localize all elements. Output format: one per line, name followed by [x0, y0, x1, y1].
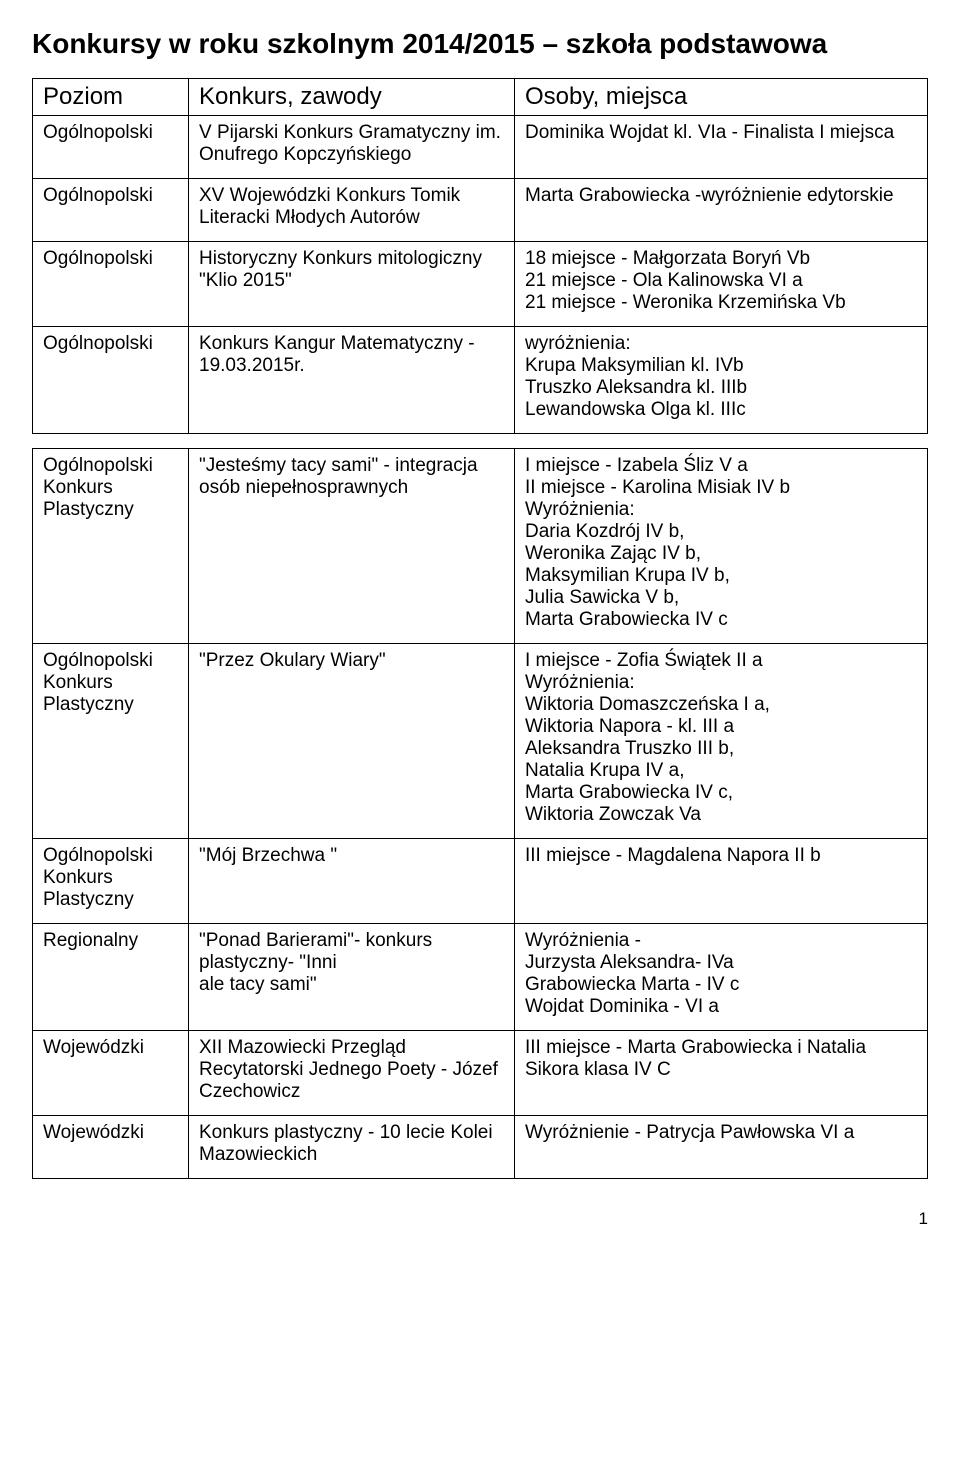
table-row: Ogólnopolski Konkurs Plastyczny"Przez Ok…	[33, 644, 928, 839]
table-body: OgólnopolskiV Pijarski Konkurs Gramatycz…	[33, 116, 928, 1179]
cell-level: Ogólnopolski	[33, 242, 189, 327]
table-spacer	[33, 434, 928, 449]
cell-result: I miejsce - Izabela Śliz V aII miejsce -…	[515, 449, 928, 644]
cell-contest: Historyczny Konkurs mitologiczny "Klio 2…	[189, 242, 515, 327]
table-row: Ogólnopolski Konkurs Plastyczny"Mój Brze…	[33, 839, 928, 924]
cell-contest: "Jesteśmy tacy sami" - integracja osób n…	[189, 449, 515, 644]
table-row: OgólnopolskiHistoryczny Konkurs mitologi…	[33, 242, 928, 327]
col-result: Osoby, miejsca	[515, 79, 928, 116]
cell-level: Ogólnopolski Konkurs Plastyczny	[33, 839, 189, 924]
cell-contest: "Przez Okulary Wiary"	[189, 644, 515, 839]
table-row: Regionalny"Ponad Barierami"- konkurs pla…	[33, 924, 928, 1031]
cell-level: Wojewódzki	[33, 1031, 189, 1116]
table-row: OgólnopolskiXV Wojewódzki Konkurs Tomik …	[33, 179, 928, 242]
cell-level: Ogólnopolski Konkurs Plastyczny	[33, 449, 189, 644]
table-header-row: Poziom Konkurs, zawody Osoby, miejsca	[33, 79, 928, 116]
cell-contest: Konkurs Kangur Matematyczny - 19.03.2015…	[189, 327, 515, 434]
cell-contest: XII Mazowiecki Przegląd Recytatorski Jed…	[189, 1031, 515, 1116]
cell-result: Marta Grabowiecka -wyróżnienie edytorski…	[515, 179, 928, 242]
table-row: WojewódzkiXII Mazowiecki Przegląd Recyta…	[33, 1031, 928, 1116]
page-title: Konkursy w roku szkolnym 2014/2015 – szk…	[32, 28, 928, 60]
cell-contest: "Ponad Barierami"- konkurs plastyczny- "…	[189, 924, 515, 1031]
cell-result: Wyróżnienie - Patrycja Pawłowska VI a	[515, 1116, 928, 1179]
col-level: Poziom	[33, 79, 189, 116]
table-row: WojewódzkiKonkurs plastyczny - 10 lecie …	[33, 1116, 928, 1179]
cell-result: Dominika Wojdat kl. VIa - Finalista I mi…	[515, 116, 928, 179]
contests-table: Poziom Konkurs, zawody Osoby, miejsca Og…	[32, 78, 928, 1179]
cell-contest: Konkurs plastyczny - 10 lecie Kolei Mazo…	[189, 1116, 515, 1179]
cell-result: III miejsce - Marta Grabowiecka i Natali…	[515, 1031, 928, 1116]
table-row: Ogólnopolski Konkurs Plastyczny"Jesteśmy…	[33, 449, 928, 644]
table-row: OgólnopolskiV Pijarski Konkurs Gramatycz…	[33, 116, 928, 179]
cell-level: Ogólnopolski Konkurs Plastyczny	[33, 644, 189, 839]
col-contest: Konkurs, zawody	[189, 79, 515, 116]
cell-level: Regionalny	[33, 924, 189, 1031]
cell-level: Ogólnopolski	[33, 116, 189, 179]
cell-result: III miejsce - Magdalena Napora II b	[515, 839, 928, 924]
cell-result: I miejsce - Zofia Świątek II aWyróżnieni…	[515, 644, 928, 839]
cell-level: Wojewódzki	[33, 1116, 189, 1179]
cell-contest: "Mój Brzechwa "	[189, 839, 515, 924]
table-row: OgólnopolskiKonkurs Kangur Matematyczny …	[33, 327, 928, 434]
cell-level: Ogólnopolski	[33, 327, 189, 434]
cell-result: 18 miejsce - Małgorzata Boryń Vb21 miejs…	[515, 242, 928, 327]
cell-contest: V Pijarski Konkurs Gramatyczny im. Onufr…	[189, 116, 515, 179]
cell-result: wyróżnienia:Krupa Maksymilian kl. IVbTru…	[515, 327, 928, 434]
cell-contest: XV Wojewódzki Konkurs Tomik Literacki Mł…	[189, 179, 515, 242]
cell-result: Wyróżnienia -Jurzysta Aleksandra- IVaGra…	[515, 924, 928, 1031]
cell-level: Ogólnopolski	[33, 179, 189, 242]
page-number: 1	[32, 1209, 928, 1229]
